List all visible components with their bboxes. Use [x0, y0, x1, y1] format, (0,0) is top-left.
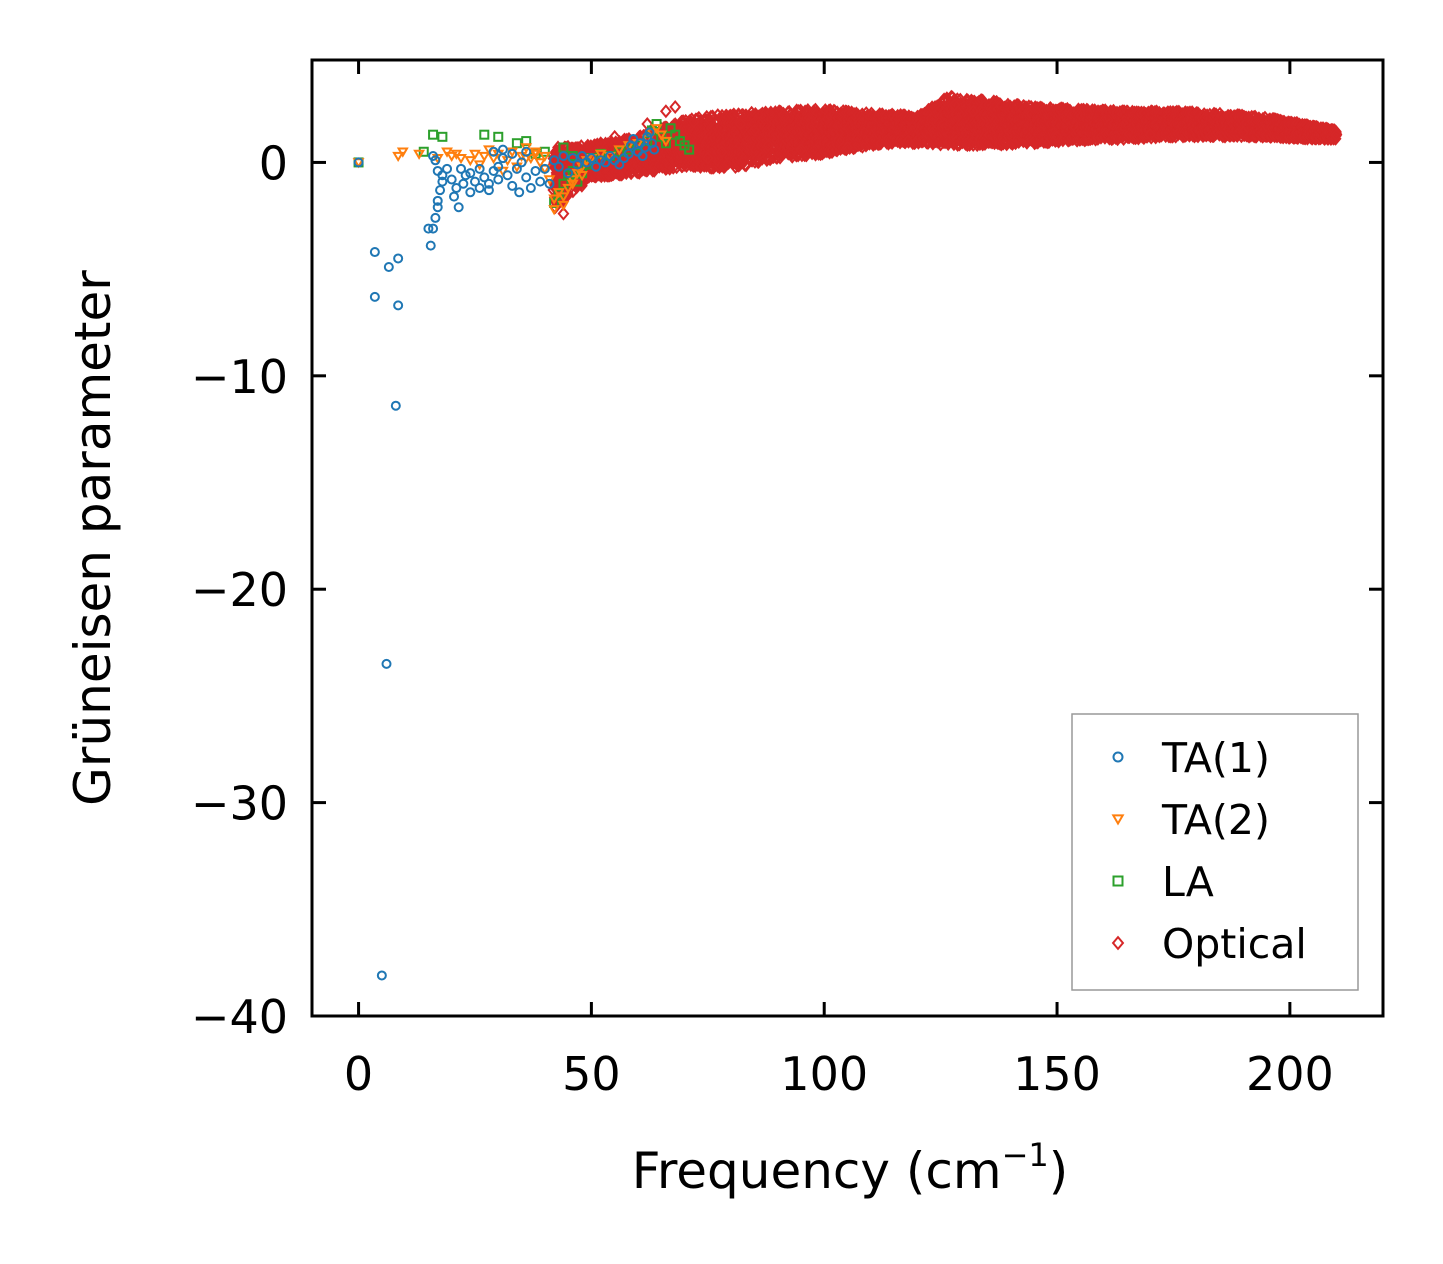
series-layer — [352, 89, 1343, 981]
